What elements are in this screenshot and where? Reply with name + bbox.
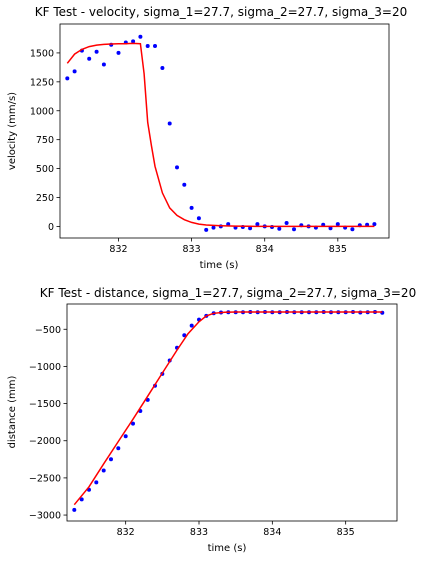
- velocity-chart: KF Test - velocity, sigma_1=27.7, sigma_…: [7, 5, 407, 271]
- velocity-y-tick-label: 250: [36, 193, 54, 204]
- velocity-data-point: [211, 225, 216, 230]
- velocity-data-point: [167, 121, 172, 126]
- velocity-y-tick-label: 1250: [30, 77, 54, 88]
- distance-y-axis-label: distance (mm): [7, 375, 18, 448]
- velocity-data-point: [72, 69, 77, 74]
- velocity-plot-area: 832 833 834 835 0 250 500 750 1000 1250 1500: [30, 23, 390, 255]
- distance-x-axis-label: time (s): [208, 543, 247, 554]
- velocity-x-tick-label: 832: [109, 244, 127, 255]
- velocity-y-tick-label: 500: [36, 164, 54, 175]
- distance-data-point: [123, 434, 128, 439]
- velocity-x-tick-label: 833: [183, 244, 201, 255]
- distance-data-point: [94, 480, 99, 485]
- velocity-data-point: [196, 216, 201, 221]
- velocity-data-point: [335, 222, 340, 227]
- distance-data-point: [131, 421, 135, 426]
- velocity-y-axis-label: velocity (mm/s): [7, 92, 18, 170]
- distance-chart: KF Test - distance, sigma_1=27.7, sigma_…: [7, 286, 416, 554]
- velocity-data-point: [277, 226, 282, 231]
- velocity-x-tick-label: 835: [329, 244, 347, 255]
- velocity-x-tick-label: 834: [256, 244, 274, 255]
- velocity-data-point: [138, 34, 143, 39]
- velocity-data-point: [350, 227, 355, 232]
- velocity-data-point: [145, 44, 150, 48]
- velocity-y-tick-label: 750: [36, 135, 54, 146]
- distance-y-tick-label: −1500: [29, 399, 61, 410]
- velocity-data-point: [226, 222, 231, 227]
- distance-x-tick-label: 833: [190, 527, 208, 538]
- distance-y-tick-label: −3000: [29, 511, 61, 522]
- distance-y-tick-label: −1000: [29, 362, 61, 373]
- velocity-data-point: [189, 205, 194, 210]
- distance-chart-title: KF Test - distance, sigma_1=27.7, sigma_…: [40, 286, 416, 300]
- distance-plot-frame: [66, 303, 398, 522]
- distance-data-point: [101, 468, 106, 473]
- distance-x-tick-label: 834: [263, 527, 281, 538]
- distance-data-point: [79, 497, 84, 502]
- velocity-data-point: [248, 226, 253, 231]
- velocity-data-point: [116, 50, 121, 55]
- distance-x-tick-label: 832: [117, 527, 135, 538]
- velocity-data-point: [101, 62, 106, 67]
- distance-y-tick-label: −2000: [29, 436, 61, 447]
- velocity-data-point: [175, 165, 179, 170]
- velocity-data-point: [65, 76, 70, 81]
- velocity-data-point: [255, 222, 260, 227]
- velocity-data-point: [87, 56, 92, 61]
- velocity-data-point: [204, 227, 209, 232]
- velocity-line-series: [66, 42, 375, 228]
- velocity-x-axis-label: time (s): [200, 260, 239, 271]
- distance-data-point: [109, 457, 113, 462]
- distance-data-point: [182, 333, 187, 338]
- distance-y-tick-label: −500: [35, 325, 61, 336]
- distance-plot-area: 832 833 834 835 −3000 −2500 −2000 −1500 −1000 −50…: [29, 303, 398, 538]
- velocity-data-point: [94, 49, 99, 54]
- distance-data-point: [72, 507, 77, 512]
- velocity-data-point: [284, 221, 289, 225]
- velocity-data-point: [182, 182, 187, 187]
- velocity-y-tick-label: 0: [48, 222, 54, 233]
- distance-data-point: [189, 323, 194, 328]
- velocity-data-point: [328, 226, 333, 231]
- distance-y-tick-label: −2500: [29, 473, 61, 484]
- velocity-plot-frame: [59, 23, 390, 239]
- distance-line-series: [73, 311, 383, 506]
- velocity-y-tick-label: 1000: [30, 106, 54, 117]
- velocity-data-point: [153, 44, 157, 48]
- velocity-data-point: [292, 227, 296, 232]
- velocity-data-point: [160, 66, 165, 70]
- velocity-data-point: [372, 222, 377, 227]
- distance-data-point: [116, 446, 121, 451]
- distance-x-tick-label: 835: [337, 527, 355, 538]
- velocity-chart-title: KF Test - velocity, sigma_1=27.7, sigma_…: [35, 5, 407, 19]
- velocity-data-point: [131, 39, 136, 44]
- velocity-y-tick-label: 1500: [30, 48, 54, 59]
